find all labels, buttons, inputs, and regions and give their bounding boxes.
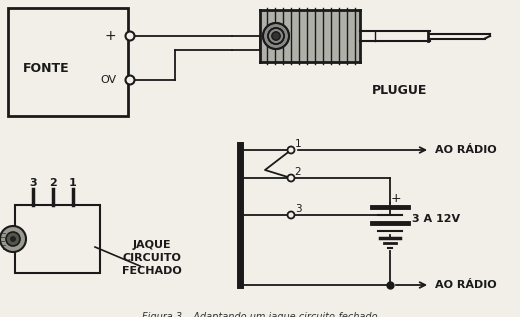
Text: 2: 2 bbox=[49, 178, 57, 188]
Circle shape bbox=[272, 32, 280, 40]
Text: 3: 3 bbox=[295, 204, 301, 214]
Circle shape bbox=[10, 236, 16, 242]
Text: JAQUE
CIRCUITO
FECHADO: JAQUE CIRCUITO FECHADO bbox=[122, 240, 182, 276]
Circle shape bbox=[0, 226, 26, 252]
Text: Figura 3 – Adaptando um jaque circuito-fechado: Figura 3 – Adaptando um jaque circuito-f… bbox=[142, 312, 378, 317]
Text: 3: 3 bbox=[29, 178, 37, 188]
Circle shape bbox=[288, 146, 294, 153]
Text: +: + bbox=[391, 192, 401, 205]
Text: AO RÁDIO: AO RÁDIO bbox=[435, 145, 497, 155]
Bar bbox=[360, 31, 430, 41]
Circle shape bbox=[125, 31, 135, 41]
Bar bbox=[260, 10, 360, 62]
Text: 1: 1 bbox=[295, 139, 301, 149]
Circle shape bbox=[272, 32, 280, 40]
Text: FONTE: FONTE bbox=[23, 61, 69, 74]
Bar bbox=[15, 205, 100, 273]
Circle shape bbox=[288, 211, 294, 218]
Text: OV: OV bbox=[100, 75, 116, 85]
Text: 2: 2 bbox=[295, 167, 301, 177]
Circle shape bbox=[6, 232, 20, 246]
Text: 3 A 12V: 3 A 12V bbox=[412, 214, 460, 224]
Circle shape bbox=[288, 174, 294, 182]
Text: +: + bbox=[104, 29, 116, 43]
Text: AO RÁDIO: AO RÁDIO bbox=[435, 280, 497, 290]
Text: PLUGUE: PLUGUE bbox=[372, 84, 427, 97]
Text: 1: 1 bbox=[69, 178, 77, 188]
Bar bbox=[8, 8, 128, 116]
Circle shape bbox=[125, 75, 135, 85]
Circle shape bbox=[264, 23, 289, 49]
